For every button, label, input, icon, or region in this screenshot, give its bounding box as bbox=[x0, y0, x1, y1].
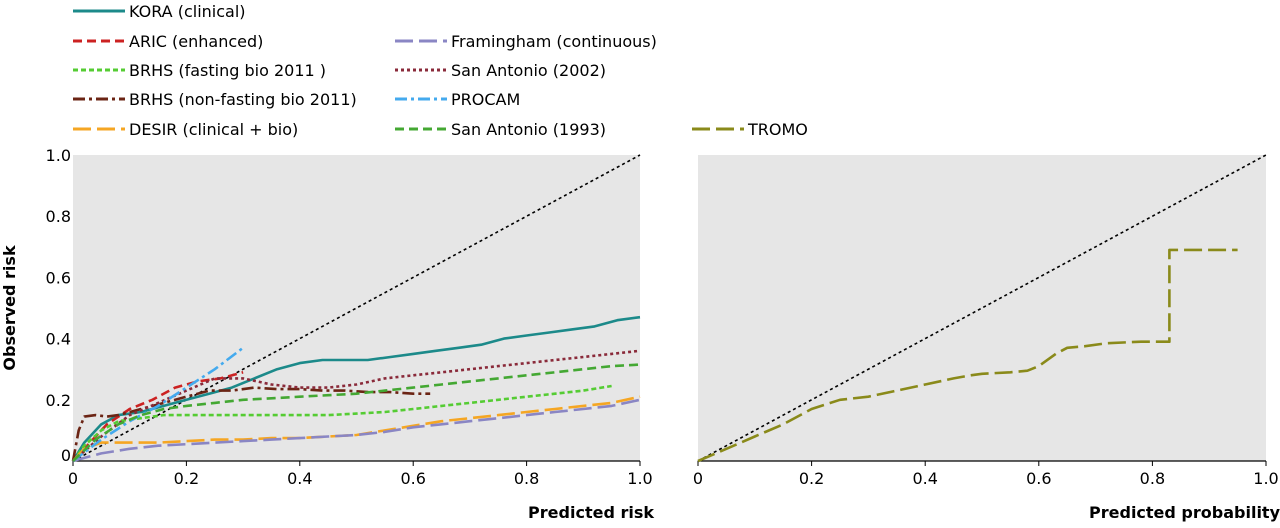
x-tick-label: 0.4 bbox=[287, 469, 312, 488]
legend-item: Framingham (continuous) bbox=[395, 32, 657, 51]
legend-item: BRHS (non-fasting bio 2011) bbox=[73, 90, 357, 109]
legend-item: San Antonio (1993) bbox=[395, 120, 606, 139]
x-tick-label: 1.0 bbox=[1253, 469, 1278, 488]
series-line-tromo bbox=[697, 248, 1238, 463]
legend-label: KORA (clinical) bbox=[129, 2, 246, 21]
x-tick-label: 0 bbox=[68, 469, 78, 488]
y-tick-label: 0.8 bbox=[46, 207, 71, 226]
legend-label: San Antonio (1993) bbox=[451, 120, 606, 139]
series-line-framingham-continuous bbox=[72, 398, 641, 463]
legend-label: Framingham (continuous) bbox=[451, 32, 657, 51]
y-tick-label: 0.4 bbox=[46, 330, 71, 349]
x-tick-label: 0.4 bbox=[912, 469, 937, 488]
y-tick-label: 0.6 bbox=[46, 268, 71, 287]
panel-left: 0 0.2 0.4 0.6 0.8 1.0 0 0.2 0.4 0.6 0.8 1.0 Predicte… bbox=[0, 146, 654, 522]
series-line-procam bbox=[72, 346, 244, 463]
legend-item: ARIC (enhanced) bbox=[73, 32, 263, 51]
series-line-san-antonio-2002 bbox=[72, 349, 641, 462]
series-line-kora-clinical bbox=[71, 315, 641, 462]
x-axis-label: Predicted risk bbox=[528, 503, 654, 522]
legend-item: San Antonio (2002) bbox=[395, 61, 606, 80]
series-line-san-antonio-1993 bbox=[72, 363, 641, 462]
plot-background bbox=[698, 155, 1266, 461]
legend-label: DESIR (clinical + bio) bbox=[129, 120, 298, 139]
x-tick-label: 0.6 bbox=[400, 469, 425, 488]
x-tick-label: 1.0 bbox=[627, 469, 652, 488]
legend-item: KORA (clinical) bbox=[73, 2, 246, 21]
legend-label: San Antonio (2002) bbox=[451, 61, 606, 80]
series-line-brhs-non-fasting-bio-2011 bbox=[71, 386, 431, 462]
y-tick-label: 1.0 bbox=[46, 146, 71, 165]
legend-label: BRHS (fasting bio 2011 ) bbox=[129, 61, 326, 80]
reference-diagonal-line bbox=[72, 154, 641, 462]
legend-label: PROCAM bbox=[451, 90, 520, 109]
x-tick-label: 0.8 bbox=[1140, 469, 1165, 488]
legend-item: PROCAM bbox=[395, 90, 520, 109]
x-tick-label: 0.6 bbox=[1026, 469, 1051, 488]
x-tick-label: 0.2 bbox=[799, 469, 824, 488]
legend-item: TROMO bbox=[692, 120, 808, 139]
legend-label: ARIC (enhanced) bbox=[129, 32, 263, 51]
x-axis-label: Predicted probability bbox=[1089, 503, 1280, 522]
panel-right: 0 0.2 0.4 0.6 0.8 1.0 Predicted probability bbox=[693, 154, 1280, 522]
y-tick-label: 0.2 bbox=[46, 391, 71, 410]
x-tick-label: 0.8 bbox=[514, 469, 539, 488]
x-tick-label: 0 bbox=[693, 469, 703, 488]
y-axis-label: Observed risk bbox=[0, 245, 19, 371]
x-tick-label: 0.2 bbox=[174, 469, 199, 488]
legend-label: TROMO bbox=[747, 120, 808, 139]
y-tick-label: 0 bbox=[61, 446, 71, 465]
legend-item: DESIR (clinical + bio) bbox=[73, 120, 298, 139]
legend-label: BRHS (non-fasting bio 2011) bbox=[129, 90, 357, 109]
legend-item: BRHS (fasting bio 2011 ) bbox=[73, 61, 326, 80]
